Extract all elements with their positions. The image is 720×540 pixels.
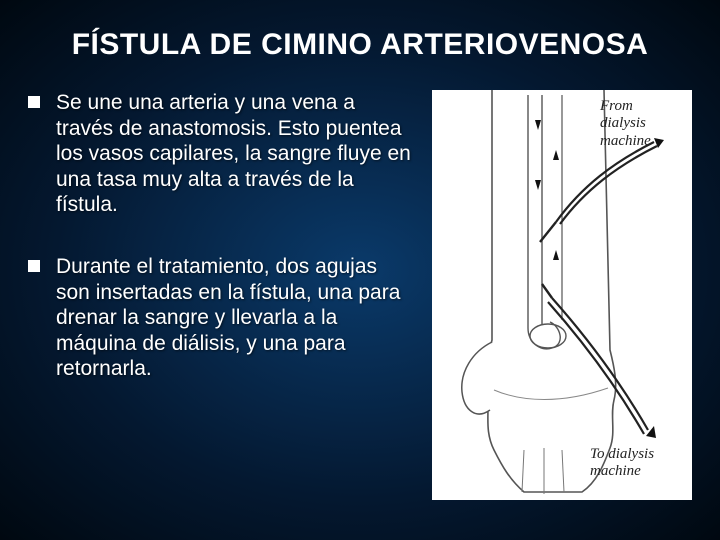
bullets-column: Se une una arteria y una vena a través d… bbox=[28, 90, 416, 500]
bullet-item: Se une una arteria y una vena a través d… bbox=[28, 90, 416, 218]
forearm-outline bbox=[485, 90, 616, 492]
figure-label-from: From dialysis machine bbox=[600, 98, 680, 150]
square-bullet-icon bbox=[28, 260, 40, 272]
figure-label-to: To dialysis machine bbox=[590, 446, 685, 481]
bullet-text: Se une una arteria y una vena a través d… bbox=[56, 90, 416, 218]
bullet-item: Durante el tratamiento, dos agujas son i… bbox=[28, 254, 416, 382]
slide-title: FÍSTULA DE CIMINO ARTERIOVENOSA bbox=[0, 0, 720, 72]
fistula-diagram: From dialysis machine To dialysis machin… bbox=[432, 90, 692, 500]
square-bullet-icon bbox=[28, 96, 40, 108]
forearm-fistula-svg bbox=[432, 90, 692, 500]
bullet-text: Durante el tratamiento, dos agujas son i… bbox=[56, 254, 416, 382]
thumb-outline bbox=[462, 342, 492, 414]
content-row: Se une una arteria y una vena a través d… bbox=[0, 72, 720, 500]
